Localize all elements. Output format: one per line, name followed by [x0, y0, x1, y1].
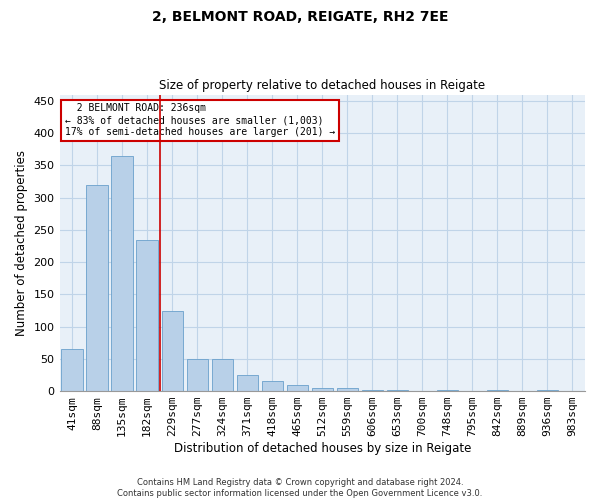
Bar — [362, 390, 383, 391]
X-axis label: Distribution of detached houses by size in Reigate: Distribution of detached houses by size … — [173, 442, 471, 455]
Bar — [287, 384, 308, 391]
Bar — [337, 388, 358, 391]
Bar — [262, 382, 283, 391]
Bar — [187, 359, 208, 391]
Bar — [387, 390, 408, 391]
Bar — [311, 388, 333, 391]
Y-axis label: Number of detached properties: Number of detached properties — [15, 150, 28, 336]
Text: 2, BELMONT ROAD, REIGATE, RH2 7EE: 2, BELMONT ROAD, REIGATE, RH2 7EE — [152, 10, 448, 24]
Title: Size of property relative to detached houses in Reigate: Size of property relative to detached ho… — [159, 79, 485, 92]
Bar — [212, 359, 233, 391]
Bar — [136, 240, 158, 391]
Bar — [236, 375, 258, 391]
Bar — [437, 390, 458, 391]
Bar — [161, 310, 183, 391]
Text: Contains HM Land Registry data © Crown copyright and database right 2024.
Contai: Contains HM Land Registry data © Crown c… — [118, 478, 482, 498]
Bar — [487, 390, 508, 391]
Bar — [86, 185, 108, 391]
Bar — [61, 349, 83, 391]
Text: 2 BELMONT ROAD: 236sqm
← 83% of detached houses are smaller (1,003)
17% of semi-: 2 BELMONT ROAD: 236sqm ← 83% of detached… — [65, 104, 335, 136]
Bar — [537, 390, 558, 391]
Bar — [112, 156, 133, 391]
